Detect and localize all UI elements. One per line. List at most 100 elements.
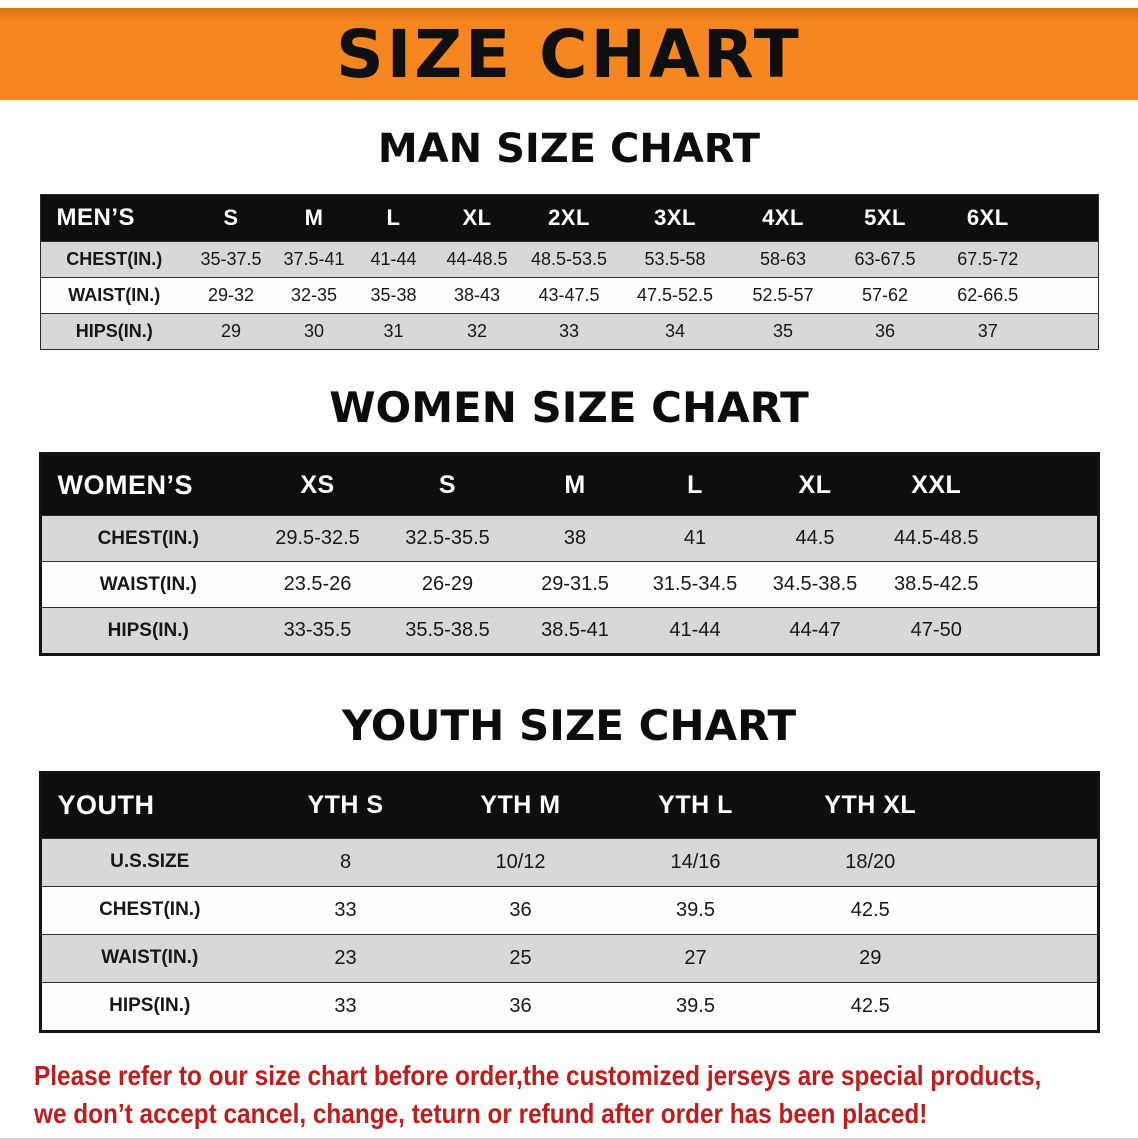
table-row: WAIST(IN.) 29-32 32-35 35-38 38-43 43-47.5 47.… [40,277,1098,314]
value-cell: 18/20 [783,837,1098,887]
size-header-cell: YTH S [258,772,433,839]
value-cell: 23 [258,933,433,983]
value-cell: 37.5-41 [274,241,354,278]
value-cell: 44-48.5 [433,241,521,278]
size-header-cell: L [354,194,433,242]
table-row: HIPS(IN.) 33 36 39.5 42.5 [40,981,1098,1032]
value-cell: 38-43 [433,277,521,314]
size-header-cell: 3XL [617,194,733,242]
table-row: HIPS(IN.) 29 30 31 32 33 34 35 36 37 [40,313,1098,350]
value-cell: 36 [433,885,608,935]
table-row: CHEST(IN.) 33 36 39.5 42.5 [40,885,1098,935]
value-cell: 30 [274,313,354,350]
value-cell: 36 [833,313,937,350]
value-cell: 29.5-32.5 [255,515,380,562]
value-cell: 14/16 [608,837,783,887]
value-cell: 42.5 [783,981,1098,1032]
value-cell: 34 [617,313,733,350]
size-header-cell: 4XL [733,194,833,242]
row-label-cell: CHEST(IN.) [40,515,255,562]
men-size-table: MEN’S S M L XL 2XL 3XL 4XL 5XL 6XL CHEST(IN.) 35-37… [39,194,1099,350]
size-header-cell: M [274,194,354,242]
size-chart-poster: SIZE CHART MAN SIZE CHART MEN’S S M L XL 2XL 3… [0,8,1138,1140]
size-header-cell: XXL [875,453,1098,516]
value-cell: 63-67.5 [833,241,937,278]
table-row: WAIST(IN.) 23 25 27 29 [40,933,1098,983]
value-cell: 29 [188,313,274,350]
value-cell: 25 [433,933,608,983]
value-cell: 47-50 [875,607,1098,655]
value-cell: 44.5 [755,515,875,562]
value-cell: 8 [258,837,433,887]
value-cell: 44.5-48.5 [875,515,1098,562]
size-header-cell: YTH L [608,772,783,839]
value-cell: 34.5-38.5 [755,561,875,608]
value-cell: 29 [783,933,1098,983]
size-header-cell: XL [433,194,521,242]
value-cell: 36 [433,981,608,1032]
value-cell: 33 [258,885,433,935]
size-header-cell: XS [255,453,380,516]
value-cell: 33 [258,981,433,1032]
value-cell: 39.5 [608,885,783,935]
page-title: SIZE CHART [336,15,802,93]
value-cell: 47.5-52.5 [617,277,733,314]
row-label-cell: WAIST(IN.) [40,277,188,314]
value-cell: 32-35 [274,277,354,314]
row-label-cell: WAIST(IN.) [40,561,255,608]
row-label-cell: HIPS(IN.) [40,981,258,1032]
value-cell: 37 [937,313,1098,350]
value-cell: 33 [521,313,617,350]
table-row: CHEST(IN.) 35-37.5 37.5-41 41-44 44-48.5 48.5… [40,241,1098,278]
size-header-cell: XL [755,453,875,516]
row-label-cell: HIPS(IN.) [40,313,188,350]
women-section-heading: WOMEN SIZE CHART [329,383,809,432]
table-title-cell: MEN’S [40,194,188,242]
value-cell: 41 [635,515,755,562]
row-label-cell: CHEST(IN.) [40,241,188,278]
size-header-cell: 5XL [833,194,937,242]
value-cell: 29-31.5 [515,561,635,608]
value-cell: 58-63 [733,241,833,278]
youth-section: YOUTH SIZE CHART YOUTH YTH S YTH M YTH L YTH… [0,701,1138,1033]
value-cell: 35-38 [354,277,433,314]
men-section: MAN SIZE CHART MEN’S S M L XL 2XL 3XL 4XL 5XL 6XL… [0,126,1138,350]
table-title-cell: WOMEN’S [40,453,255,516]
value-cell: 41-44 [635,607,755,655]
row-label-cell: U.S.SIZE [40,837,258,887]
value-cell: 57-62 [833,277,937,314]
size-header-cell: S [188,194,274,242]
size-header-cell: L [635,453,755,516]
value-cell: 32.5-35.5 [380,515,515,562]
value-cell: 31 [354,313,433,350]
value-cell: 35 [733,313,833,350]
value-cell: 33-35.5 [255,607,380,655]
value-cell: 43-47.5 [521,277,617,314]
value-cell: 52.5-57 [733,277,833,314]
size-header-cell: 6XL [937,194,1098,242]
table-row: HIPS(IN.) 33-35.5 35.5-38.5 38.5-41 41-44 44-… [40,607,1098,655]
size-header-cell: 2XL [521,194,617,242]
value-cell: 38.5-42.5 [875,561,1098,608]
value-cell: 53.5-58 [617,241,733,278]
value-cell: 23.5-26 [255,561,380,608]
value-cell: 67.5-72 [937,241,1098,278]
value-cell: 26-29 [380,561,515,608]
value-cell: 35.5-38.5 [380,607,515,655]
size-header-cell: YTH M [433,772,608,839]
row-label-cell: CHEST(IN.) [40,885,258,935]
value-cell: 38.5-41 [515,607,635,655]
value-cell: 48.5-53.5 [521,241,617,278]
size-header-cell: S [380,453,515,516]
table-row: CHEST(IN.) 29.5-32.5 32.5-35.5 38 41 44.5 44.5… [40,515,1098,562]
value-cell: 32 [433,313,521,350]
size-header-cell: M [515,453,635,516]
table-header-row: YOUTH YTH S YTH M YTH L YTH XL [40,772,1098,839]
men-section-heading: MAN SIZE CHART [377,126,761,172]
value-cell: 29-32 [188,277,274,314]
women-size-table: WOMEN’S XS S M L XL XXL CHEST(IN.) 29.5-32.5 32.5… [38,452,1100,657]
value-cell: 27 [608,933,783,983]
disclaimer: Please refer to our size chart before or… [34,1057,1118,1133]
youth-size-table: YOUTH YTH S YTH M YTH L YTH XL U.S.SIZE 8 10/12… [38,770,1100,1033]
disclaimer-line-1: Please refer to our size chart before or… [34,1059,1042,1091]
